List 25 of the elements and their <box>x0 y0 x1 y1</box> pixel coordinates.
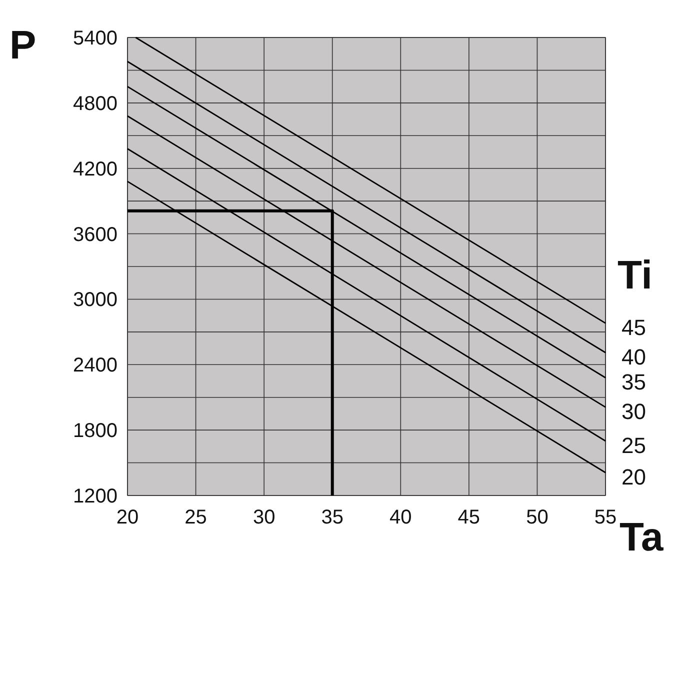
x-tick-label: 55 <box>594 506 617 528</box>
series-label: 25 <box>622 432 646 458</box>
x-tick-label: 40 <box>390 506 412 528</box>
series-label: 35 <box>622 370 646 395</box>
x-tick-label: 20 <box>116 506 139 528</box>
legend-title: Ti <box>618 254 652 298</box>
y-tick-label: 3000 <box>73 289 118 312</box>
x-tick-label: 45 <box>458 506 480 528</box>
x-tick-label: 30 <box>252 506 276 528</box>
x-tick-label: 35 <box>321 506 344 528</box>
y-tick-label: 2400 <box>73 354 118 377</box>
series-label: 45 <box>622 315 646 340</box>
x-tick-label: 25 <box>184 506 207 528</box>
series-label: 40 <box>622 344 646 370</box>
y-tick-label: 4800 <box>73 92 118 115</box>
y-axis-title: P <box>10 24 36 68</box>
y-tick-label: 1200 <box>73 486 118 508</box>
series-label: 30 <box>622 399 646 424</box>
series-label: 20 <box>622 464 646 490</box>
x-tick-label: 50 <box>526 506 548 528</box>
y-tick-label: 4200 <box>73 158 118 180</box>
x-axis-title: Ta <box>620 516 664 560</box>
y-tick-label: 5400 <box>73 28 118 50</box>
y-tick-label: 1800 <box>73 420 118 442</box>
y-tick-label: 3600 <box>73 224 118 246</box>
